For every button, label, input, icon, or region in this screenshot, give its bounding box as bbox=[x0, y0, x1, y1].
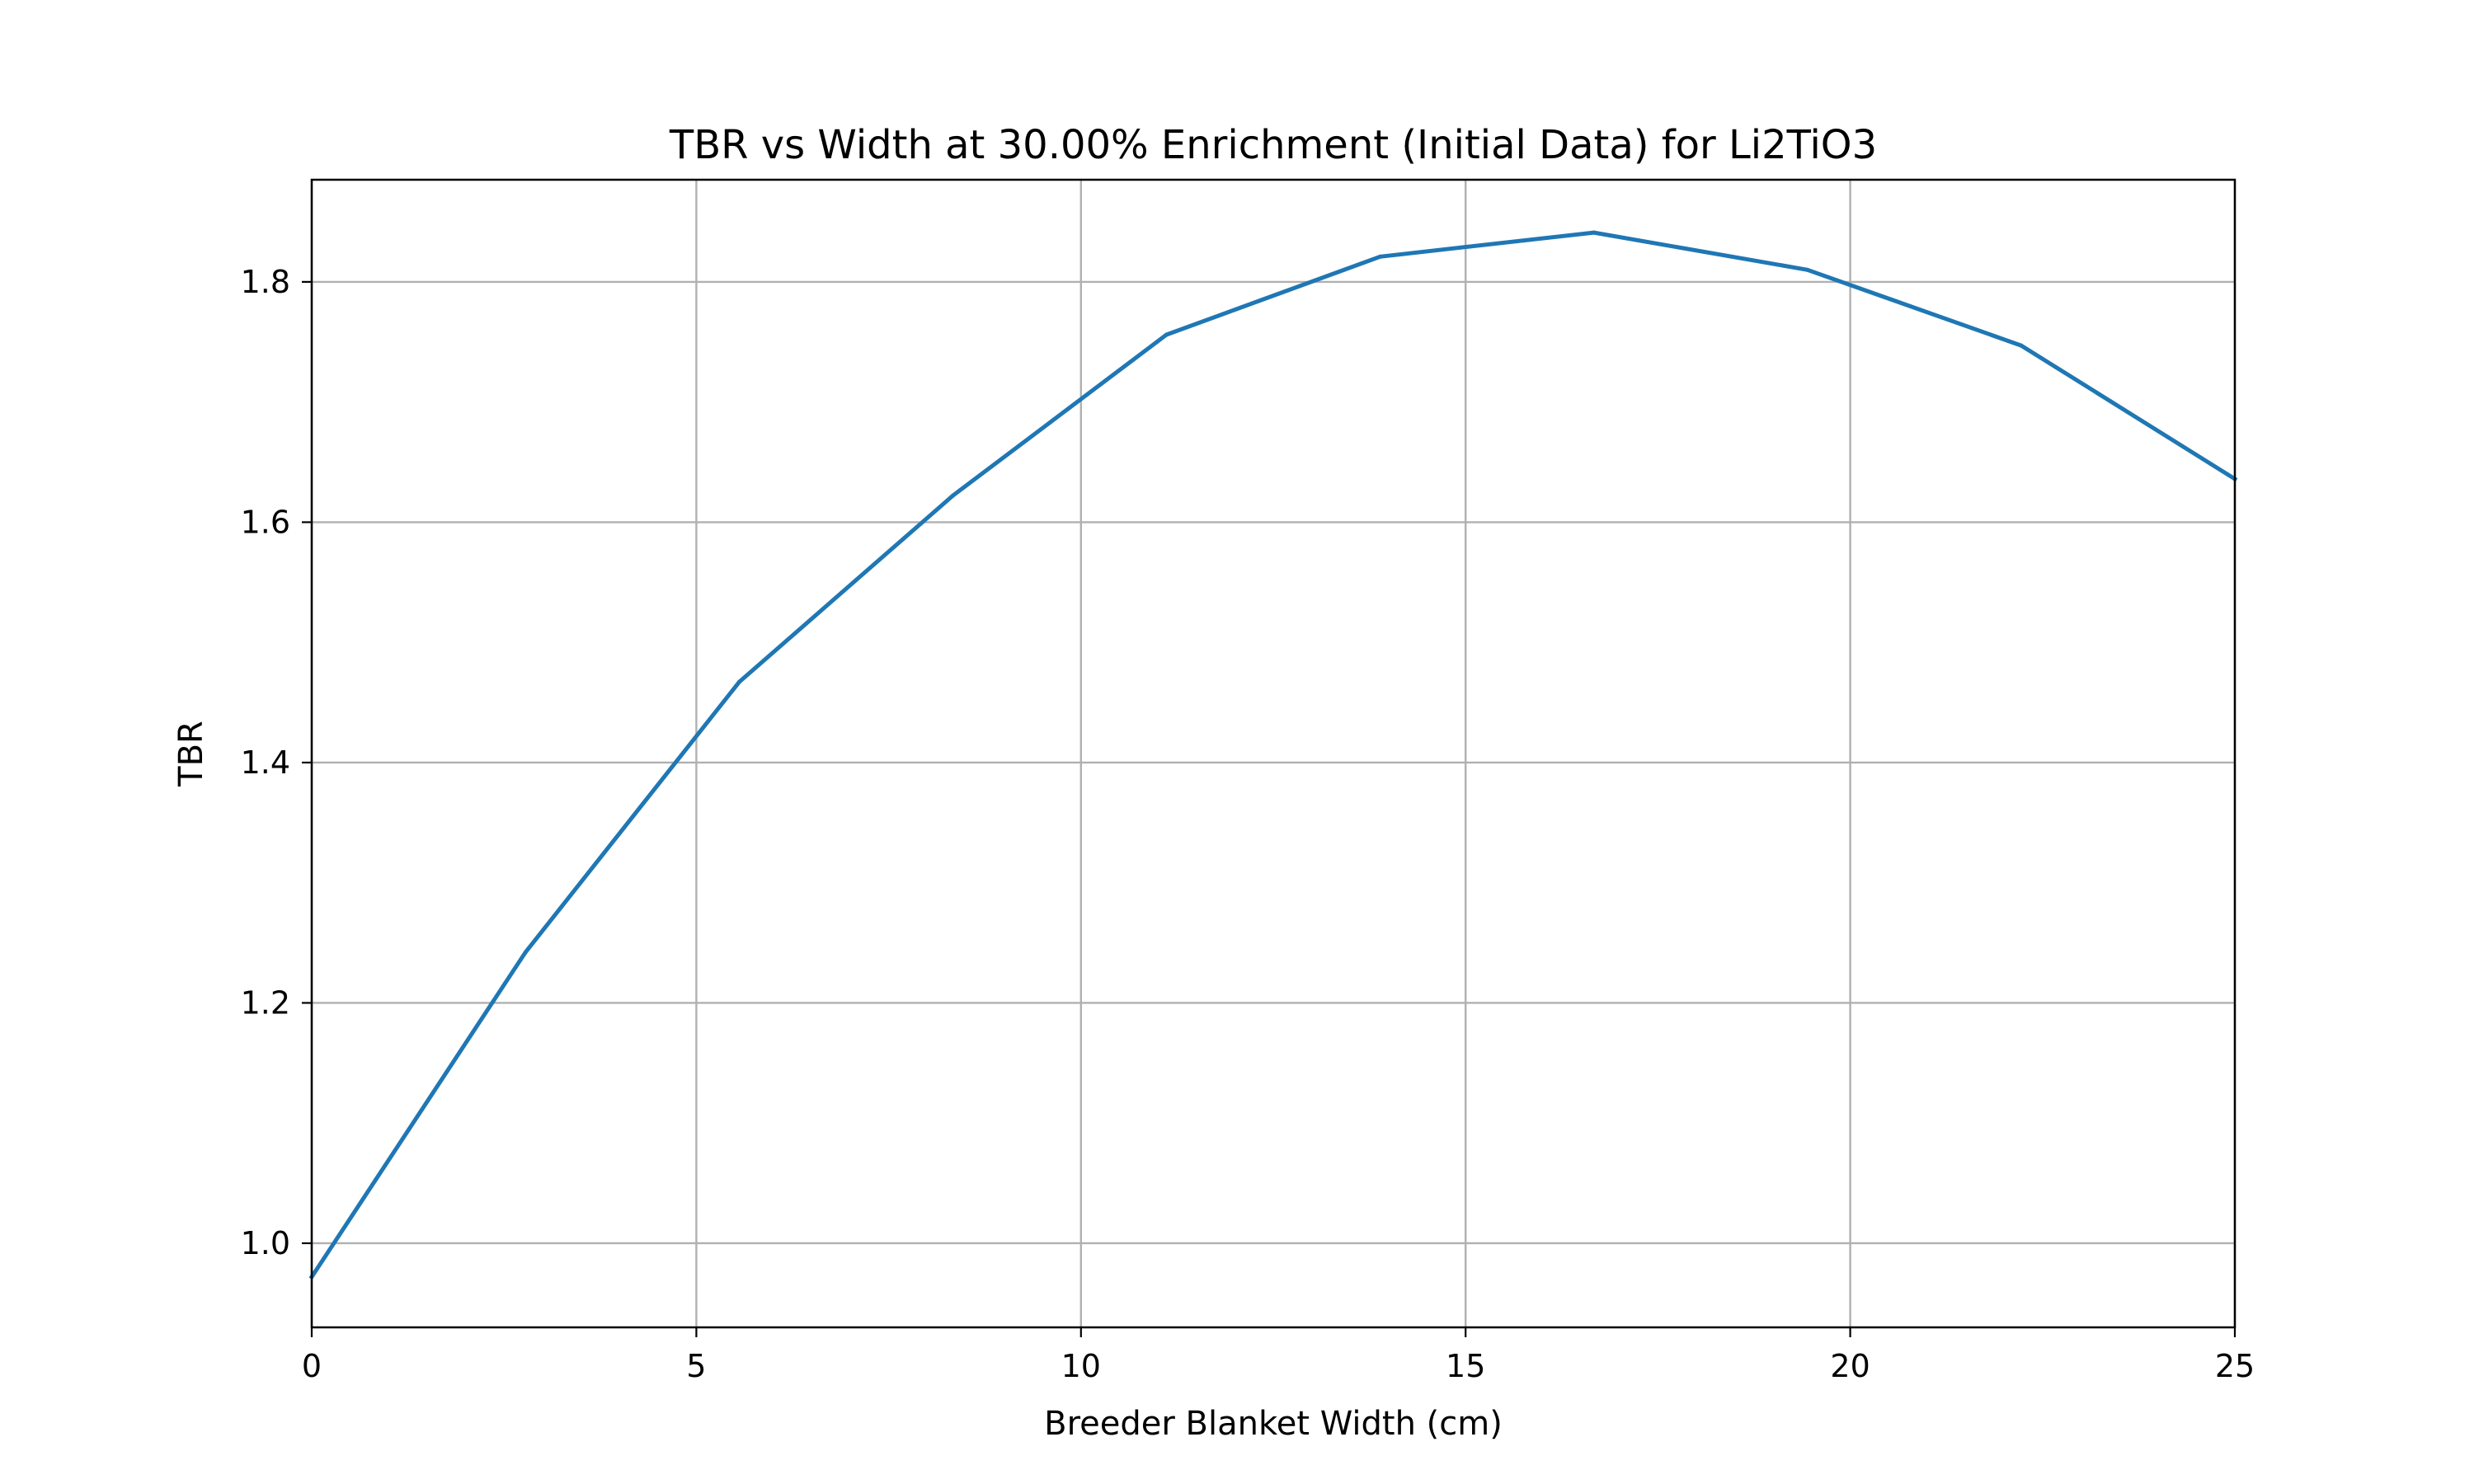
data-point bbox=[736, 679, 741, 684]
x-tick-label: 5 bbox=[686, 1348, 706, 1384]
data-point bbox=[1592, 230, 1597, 235]
y-tick-label: 1.4 bbox=[241, 744, 290, 781]
x-tick-label: 25 bbox=[2215, 1348, 2255, 1384]
x-tick-label: 10 bbox=[1061, 1348, 1101, 1384]
y-tick-label: 1.0 bbox=[241, 1225, 290, 1261]
chart-title: TBR vs Width at 30.00% Enrichment (Initi… bbox=[669, 122, 1877, 168]
data-point bbox=[950, 493, 955, 498]
y-tick-label: 1.8 bbox=[241, 264, 290, 300]
data-point bbox=[1805, 267, 1810, 272]
axis-ticks: 0 5 10 15 20 25 1.0 1.2 1.4 1.6 1.8 bbox=[241, 264, 2255, 1384]
y-axis-title: TBR bbox=[172, 721, 210, 787]
y-tick-label: 1.2 bbox=[241, 984, 290, 1021]
series-line bbox=[308, 230, 2238, 1280]
data-point bbox=[2019, 343, 2024, 348]
data-point bbox=[1378, 254, 1383, 259]
plot-area-frame bbox=[310, 178, 2236, 1329]
x-tick-label: 20 bbox=[1830, 1348, 1870, 1384]
data-point bbox=[1164, 332, 1169, 337]
x-tick-label: 0 bbox=[302, 1348, 322, 1384]
x-tick-label: 15 bbox=[1446, 1348, 1485, 1384]
y-tick-label: 1.6 bbox=[241, 504, 290, 540]
data-point bbox=[523, 950, 528, 955]
x-axis-title: Breeder Blanket Width (cm) bbox=[1044, 1405, 1503, 1443]
